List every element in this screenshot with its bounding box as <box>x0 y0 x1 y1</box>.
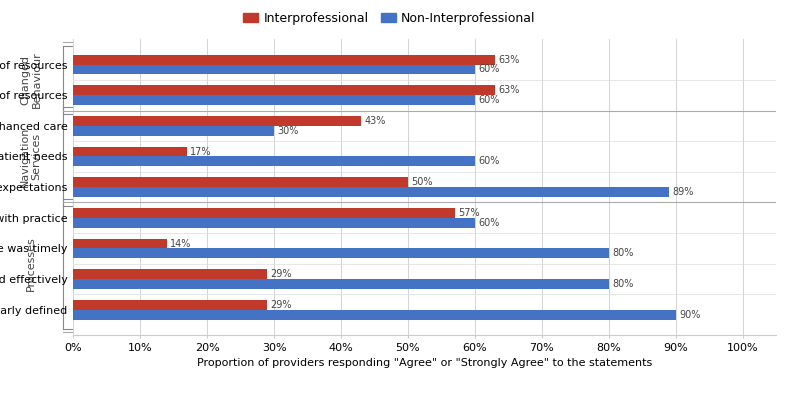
Bar <box>74 218 475 228</box>
Text: 29%: 29% <box>270 269 292 279</box>
Bar <box>74 55 495 65</box>
Bar <box>74 269 267 279</box>
Text: 60%: 60% <box>478 156 499 166</box>
Text: 63%: 63% <box>498 85 520 95</box>
Text: 57%: 57% <box>458 208 480 218</box>
Text: 89%: 89% <box>672 187 694 197</box>
Bar <box>74 85 495 95</box>
Text: 30%: 30% <box>278 126 298 136</box>
Text: 29%: 29% <box>270 300 292 310</box>
Bar <box>74 95 475 105</box>
Text: 90%: 90% <box>679 310 700 320</box>
Text: 60%: 60% <box>478 95 499 105</box>
Bar <box>74 177 408 187</box>
Bar <box>74 279 609 289</box>
Bar <box>74 65 475 74</box>
Text: 50%: 50% <box>411 177 433 187</box>
Bar <box>74 147 187 156</box>
Legend: Interprofessional, Non-Interprofessional: Interprofessional, Non-Interprofessional <box>238 7 541 30</box>
Bar <box>74 156 475 166</box>
Bar <box>74 208 454 218</box>
Text: Processes: Processes <box>26 236 36 291</box>
Text: 60%: 60% <box>478 218 499 228</box>
Text: 43%: 43% <box>365 116 386 126</box>
Text: 17%: 17% <box>190 147 212 156</box>
Text: 63%: 63% <box>498 55 520 65</box>
Bar <box>74 310 676 320</box>
Bar <box>74 116 361 126</box>
Text: Navigation
Services: Navigation Services <box>20 126 42 187</box>
Text: 60%: 60% <box>478 65 499 74</box>
Bar <box>74 300 267 310</box>
Text: 14%: 14% <box>170 238 192 249</box>
Text: 80%: 80% <box>612 248 634 258</box>
Bar <box>74 126 274 136</box>
Text: Changed
Behaviour: Changed Behaviour <box>20 52 42 108</box>
Bar <box>74 187 669 197</box>
X-axis label: Proportion of providers responding "Agree" or "Strongly Agree" to the statements: Proportion of providers responding "Agre… <box>197 358 652 368</box>
Text: 80%: 80% <box>612 279 634 289</box>
Bar <box>74 249 609 258</box>
Bar <box>74 239 167 249</box>
